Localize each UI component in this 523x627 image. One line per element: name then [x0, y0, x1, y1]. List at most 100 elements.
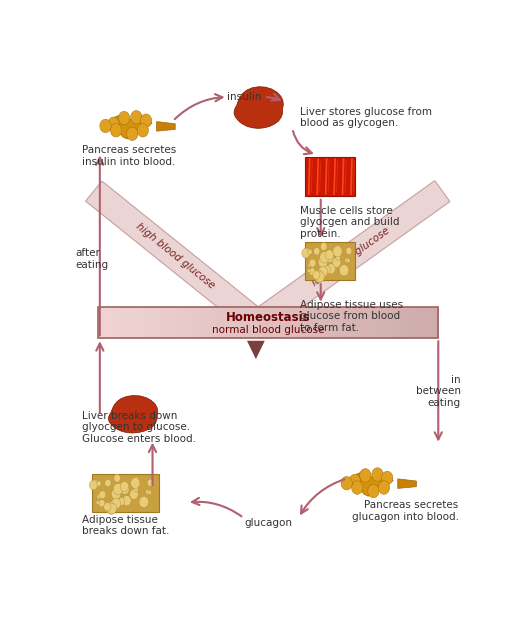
Bar [132, 307, 138, 339]
Circle shape [325, 253, 334, 263]
Bar [291, 307, 297, 339]
Bar [319, 307, 326, 339]
Bar [336, 307, 343, 339]
Circle shape [333, 246, 342, 257]
Circle shape [135, 480, 139, 485]
Bar [149, 307, 155, 339]
Bar [308, 307, 314, 339]
Circle shape [104, 502, 111, 511]
Bar [155, 307, 161, 339]
Circle shape [347, 258, 350, 263]
Bar [172, 307, 178, 339]
Text: Muscle cells store
glyocgen and build
protein.: Muscle cells store glyocgen and build pr… [300, 206, 400, 239]
Circle shape [148, 490, 151, 495]
Circle shape [110, 124, 122, 137]
Bar [304, 157, 355, 196]
Circle shape [320, 251, 329, 263]
Bar [342, 307, 348, 339]
Text: Liver stores glucose from
blood as glycogen.: Liver stores glucose from blood as glyco… [300, 107, 433, 128]
Bar [268, 307, 275, 339]
Circle shape [99, 491, 106, 499]
Circle shape [145, 490, 150, 495]
Polygon shape [108, 396, 157, 433]
Circle shape [108, 117, 119, 130]
Circle shape [319, 266, 327, 277]
Polygon shape [247, 341, 265, 359]
Circle shape [127, 127, 138, 140]
Text: normal blood glucose: normal blood glucose [212, 325, 324, 335]
Text: insulin: insulin [226, 92, 261, 102]
Bar [376, 307, 382, 339]
Bar [126, 307, 133, 339]
Circle shape [346, 248, 352, 255]
Polygon shape [156, 122, 175, 131]
Circle shape [99, 500, 105, 507]
Bar [115, 307, 121, 339]
Circle shape [135, 477, 139, 481]
Circle shape [332, 257, 341, 268]
Text: Homeostasis: Homeostasis [226, 310, 310, 324]
Circle shape [325, 250, 334, 260]
Bar [263, 307, 269, 339]
Circle shape [96, 500, 99, 505]
Bar [251, 307, 257, 339]
Circle shape [122, 495, 131, 506]
Bar [421, 307, 428, 339]
Bar [183, 307, 189, 339]
Circle shape [360, 468, 371, 482]
Bar [234, 307, 241, 339]
Circle shape [349, 474, 360, 488]
Circle shape [345, 258, 349, 263]
Bar [416, 307, 422, 339]
Circle shape [134, 487, 138, 492]
Bar [223, 307, 229, 339]
Circle shape [111, 488, 121, 500]
Bar [257, 307, 263, 339]
Circle shape [313, 271, 320, 280]
Bar [160, 307, 167, 339]
Text: after
eating: after eating [75, 248, 109, 270]
Text: Pancreas secretes
insulin into blood.: Pancreas secretes insulin into blood. [82, 145, 176, 167]
Circle shape [351, 481, 363, 494]
Bar [359, 307, 365, 339]
Bar [353, 307, 360, 339]
Circle shape [340, 267, 347, 276]
Bar [370, 307, 377, 339]
Polygon shape [234, 87, 283, 129]
Bar [229, 307, 235, 339]
Bar [166, 307, 173, 339]
Bar [194, 307, 201, 339]
Circle shape [130, 489, 138, 499]
Bar [98, 307, 438, 339]
Circle shape [319, 256, 327, 268]
Circle shape [140, 114, 152, 127]
Bar [433, 307, 439, 339]
Circle shape [309, 259, 316, 267]
Circle shape [139, 496, 149, 508]
Bar [404, 307, 411, 339]
Text: Adipose tissue
breaks down fat.: Adipose tissue breaks down fat. [82, 515, 169, 536]
Circle shape [108, 502, 113, 508]
Circle shape [315, 271, 324, 282]
Circle shape [113, 483, 123, 495]
Circle shape [378, 481, 390, 494]
Bar [240, 307, 246, 339]
Bar [138, 307, 144, 339]
Bar [206, 307, 212, 339]
Circle shape [337, 245, 340, 249]
Bar [177, 307, 184, 339]
Bar [109, 307, 116, 339]
Circle shape [314, 248, 320, 255]
Circle shape [314, 271, 324, 283]
Circle shape [137, 124, 149, 137]
Circle shape [92, 480, 98, 488]
Circle shape [368, 484, 379, 498]
Circle shape [121, 484, 129, 494]
Bar [302, 307, 309, 339]
Circle shape [327, 264, 335, 274]
Bar [217, 307, 223, 339]
Bar [331, 307, 337, 339]
Bar [313, 307, 320, 339]
Text: Pancreas secretes
glucagon into blood.: Pancreas secretes glucagon into blood. [351, 500, 459, 522]
Bar [98, 307, 104, 339]
